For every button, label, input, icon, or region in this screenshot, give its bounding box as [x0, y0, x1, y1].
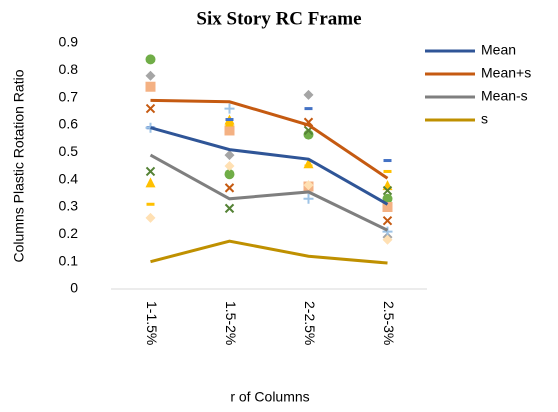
marker: [224, 183, 235, 193]
y-tick-label: 0.9: [59, 34, 79, 50]
y-tick-label: 0.2: [59, 225, 79, 241]
marker: [224, 125, 235, 136]
y-tick-label: 0.4: [59, 170, 79, 186]
marker: [224, 103, 235, 114]
marker: [303, 180, 314, 191]
x-axis-label: r of Columns: [230, 389, 309, 405]
marker: [303, 89, 314, 100]
y-axis-label: Columns Plastic Rotation Ratio: [11, 69, 27, 262]
legend-label: Mean+s: [481, 65, 531, 81]
x-tick-label: 1-1.5%: [144, 301, 160, 345]
line: [150, 126, 389, 206]
y-tick-label: 0.5: [59, 143, 79, 159]
line: [149, 153, 389, 232]
marker: [224, 161, 235, 171]
line: [150, 98, 389, 180]
marker: [382, 215, 393, 226]
marker: [382, 234, 393, 245]
marker: [145, 212, 156, 223]
legend-label: Mean: [481, 42, 516, 58]
legend-label: Mean-s: [481, 88, 528, 104]
marker: [145, 81, 156, 92]
marker: [224, 169, 235, 180]
marker: [382, 185, 393, 196]
marker: [224, 150, 235, 161]
x-tick-label: 2.5-3%: [381, 301, 397, 345]
y-tick-label: 0.7: [59, 88, 79, 104]
marker: [382, 202, 393, 212]
x-tick-label: 1.5-2%: [223, 301, 239, 345]
marker: [303, 193, 314, 204]
marker: [145, 54, 156, 65]
line: [150, 239, 388, 265]
marker: [145, 177, 156, 188]
marker: [224, 203, 235, 214]
marker: [145, 70, 156, 81]
x-tick-label: 2-2.5%: [302, 301, 318, 345]
y-tick-label: 0.8: [59, 61, 79, 77]
chart-title: Six Story RC Frame: [196, 8, 361, 29]
y-tick-label: 0.1: [59, 252, 79, 268]
y-tick-label: 0: [70, 280, 78, 296]
y-tick-label: 0.3: [59, 198, 79, 214]
marker: [145, 103, 156, 114]
y-tick-label: 0.6: [59, 116, 79, 132]
marker: [382, 180, 393, 191]
marker: [145, 166, 156, 177]
legend-label: s: [481, 111, 488, 127]
